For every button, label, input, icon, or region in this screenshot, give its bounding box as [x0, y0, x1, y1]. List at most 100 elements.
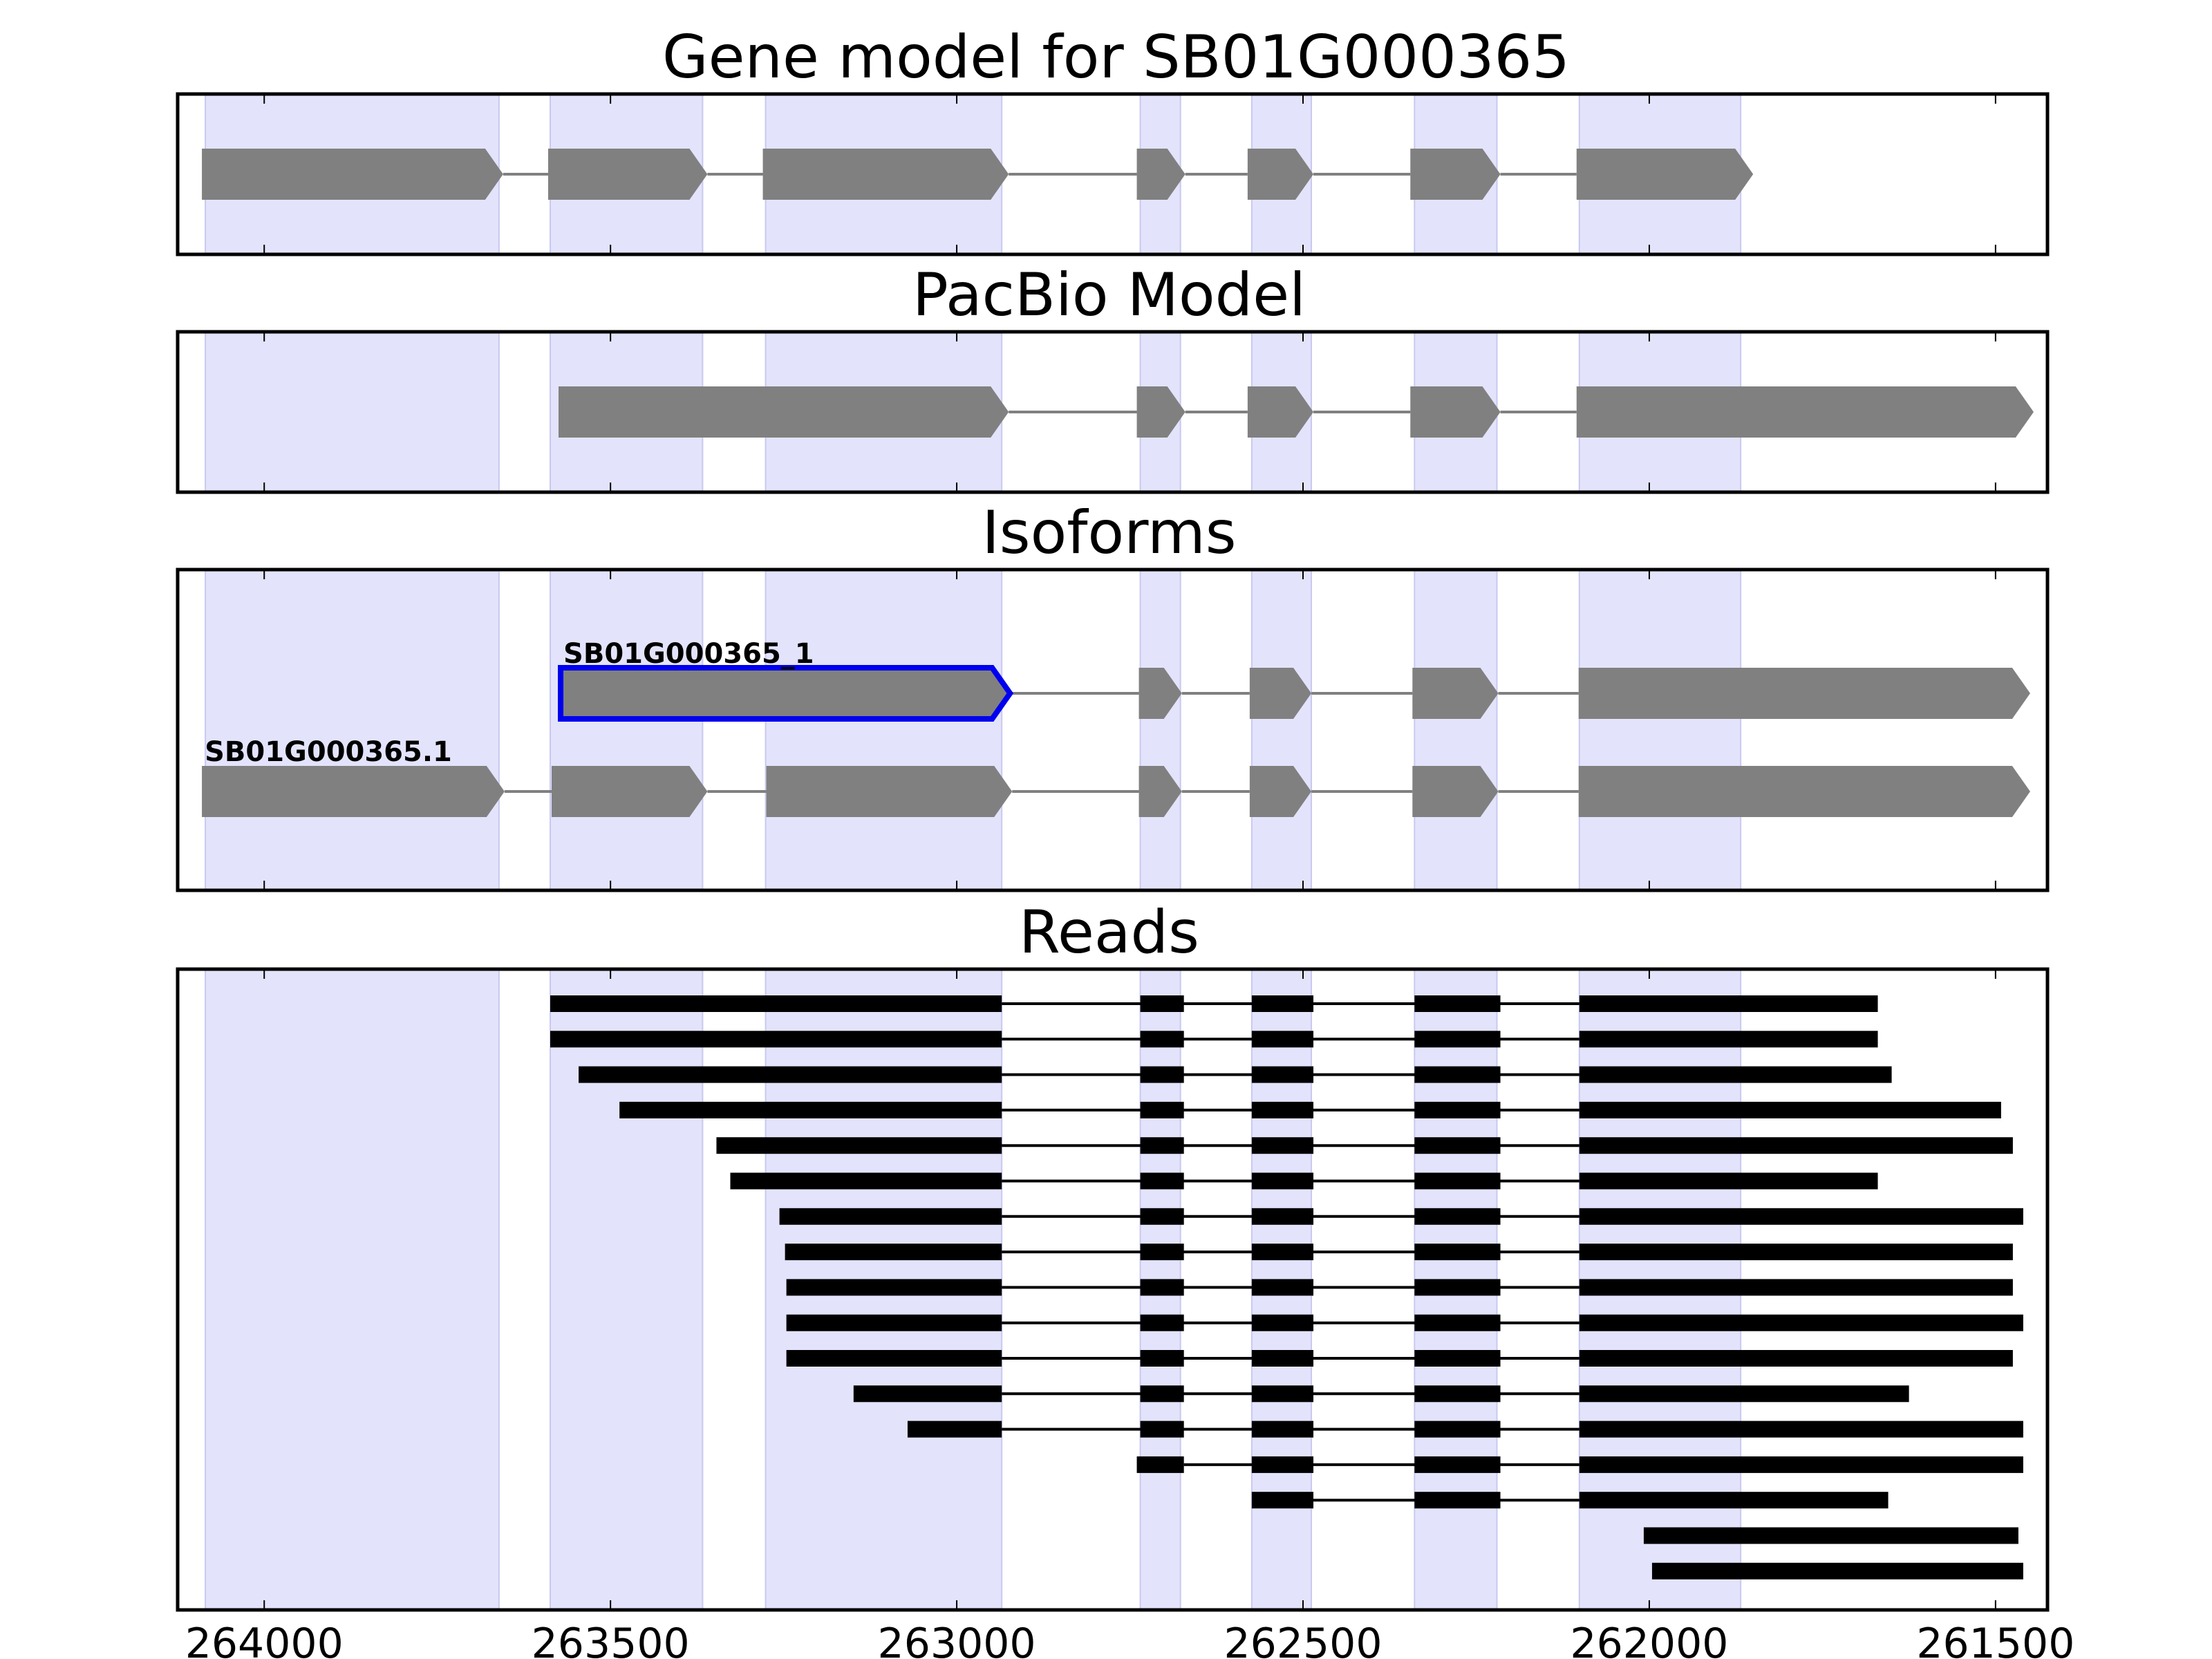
exon-arrow	[1412, 766, 1499, 817]
read-block	[716, 1137, 1002, 1154]
read-block	[1251, 1350, 1314, 1367]
read-block	[1414, 1279, 1501, 1296]
exon-arrow	[1249, 766, 1312, 817]
read-block	[1140, 995, 1184, 1012]
exon-region-shade	[205, 569, 500, 891]
panel-frame	[176, 92, 2050, 256]
transcript	[558, 665, 2030, 722]
pacbio-model-panel: PacBio Model	[176, 261, 2050, 494]
read-block	[1579, 1385, 1909, 1403]
read-block	[1579, 1137, 2013, 1154]
exon-arrow	[1138, 766, 1182, 817]
read	[786, 1314, 2023, 1331]
exon-arrow	[202, 149, 503, 200]
exon-arrow	[558, 665, 1014, 722]
panel-frame	[176, 967, 2050, 1612]
read-block	[1643, 1527, 2018, 1544]
read-block	[1251, 1066, 1314, 1083]
read	[786, 1279, 2013, 1296]
read-block	[1414, 1314, 1501, 1331]
read	[907, 1421, 2023, 1438]
transcript	[559, 386, 2034, 438]
read-block	[1579, 1244, 2013, 1261]
read-block	[786, 1314, 1002, 1331]
transcript	[202, 766, 2030, 817]
exon-arrow	[1136, 386, 1185, 438]
x-tick-label: 263000	[878, 1620, 1036, 1659]
read-block	[1579, 1208, 2023, 1225]
read-block	[1140, 1208, 1184, 1225]
exon-arrow	[1412, 668, 1499, 719]
exon-arrow	[1138, 668, 1182, 719]
read	[785, 1244, 2013, 1261]
exon-region-shade	[1414, 569, 1498, 891]
gene-model-panel: Gene model for SB01G000365	[176, 23, 2050, 256]
read-block	[1579, 1456, 2023, 1473]
read-block	[1140, 1279, 1184, 1296]
x-tick-label: 263500	[532, 1620, 690, 1659]
exon-region-shade	[765, 569, 1003, 891]
read-block	[1140, 1421, 1184, 1438]
x-tick-label: 261500	[1916, 1620, 2074, 1659]
plot-area	[202, 93, 1996, 255]
read-block	[779, 1208, 1002, 1225]
read-block	[1414, 1101, 1501, 1118]
plot-area	[205, 968, 2023, 1611]
read	[550, 995, 1878, 1012]
read-block	[1251, 1456, 1314, 1473]
read-block	[1579, 1066, 1892, 1083]
read-block	[1579, 1314, 2023, 1331]
exon-region-shade	[1250, 569, 1313, 891]
read-block	[1414, 1244, 1501, 1261]
exon-arrow	[766, 766, 1013, 817]
read-block	[1251, 1208, 1314, 1225]
read-block	[1414, 1456, 1501, 1473]
exon-arrow	[1576, 386, 2034, 438]
exon-arrow	[1578, 766, 2030, 817]
read-block	[1251, 1172, 1314, 1190]
x-tick-label: 264000	[185, 1620, 344, 1659]
read-block	[1579, 1492, 1888, 1509]
read-block	[1414, 1385, 1501, 1403]
read-block	[1140, 1031, 1184, 1048]
read-block	[1414, 995, 1501, 1012]
read-block	[1414, 1137, 1501, 1154]
read-block	[1136, 1456, 1184, 1473]
read-block	[1140, 1172, 1184, 1190]
exon-arrow	[547, 149, 708, 200]
gene-model-title: Gene model for SB01G000365	[662, 23, 1570, 92]
read-block	[785, 1244, 1002, 1261]
read-block	[1251, 1101, 1314, 1118]
read-block	[1414, 1350, 1501, 1367]
isoforms-title: Isoforms	[982, 498, 1236, 568]
read-block	[1414, 1208, 1501, 1225]
exon-arrow	[1136, 149, 1185, 200]
read-block	[1579, 1421, 2023, 1438]
panel-frame	[176, 568, 2050, 892]
read-block	[619, 1101, 1002, 1118]
read-block	[1414, 1172, 1501, 1190]
read-block	[1579, 995, 1878, 1012]
exon-region-shade	[205, 331, 500, 493]
x-tick-label: 262000	[1570, 1620, 1728, 1659]
read-block	[853, 1385, 1002, 1403]
read-block	[1579, 1172, 1878, 1190]
x-axis: 264000 263500 263000 262500 262000 26150…	[185, 1620, 2075, 1659]
read-block	[1651, 1562, 2023, 1580]
read-block	[1579, 1350, 2013, 1367]
exon-arrow	[552, 766, 708, 817]
read-block	[550, 1031, 1002, 1048]
read	[730, 1172, 1878, 1190]
exon-region-shade	[205, 968, 500, 1611]
exon-arrow	[559, 386, 1009, 438]
read-block	[1414, 1492, 1501, 1509]
isoform-label-0: SB01G000365_1	[563, 638, 814, 670]
exon-arrow	[202, 766, 505, 817]
exon-arrow	[1576, 149, 1754, 200]
read	[579, 1066, 1892, 1083]
read-block	[1251, 1279, 1314, 1296]
read-block	[1414, 1421, 1501, 1438]
read-block	[1140, 1314, 1184, 1331]
read-block	[579, 1066, 1002, 1083]
